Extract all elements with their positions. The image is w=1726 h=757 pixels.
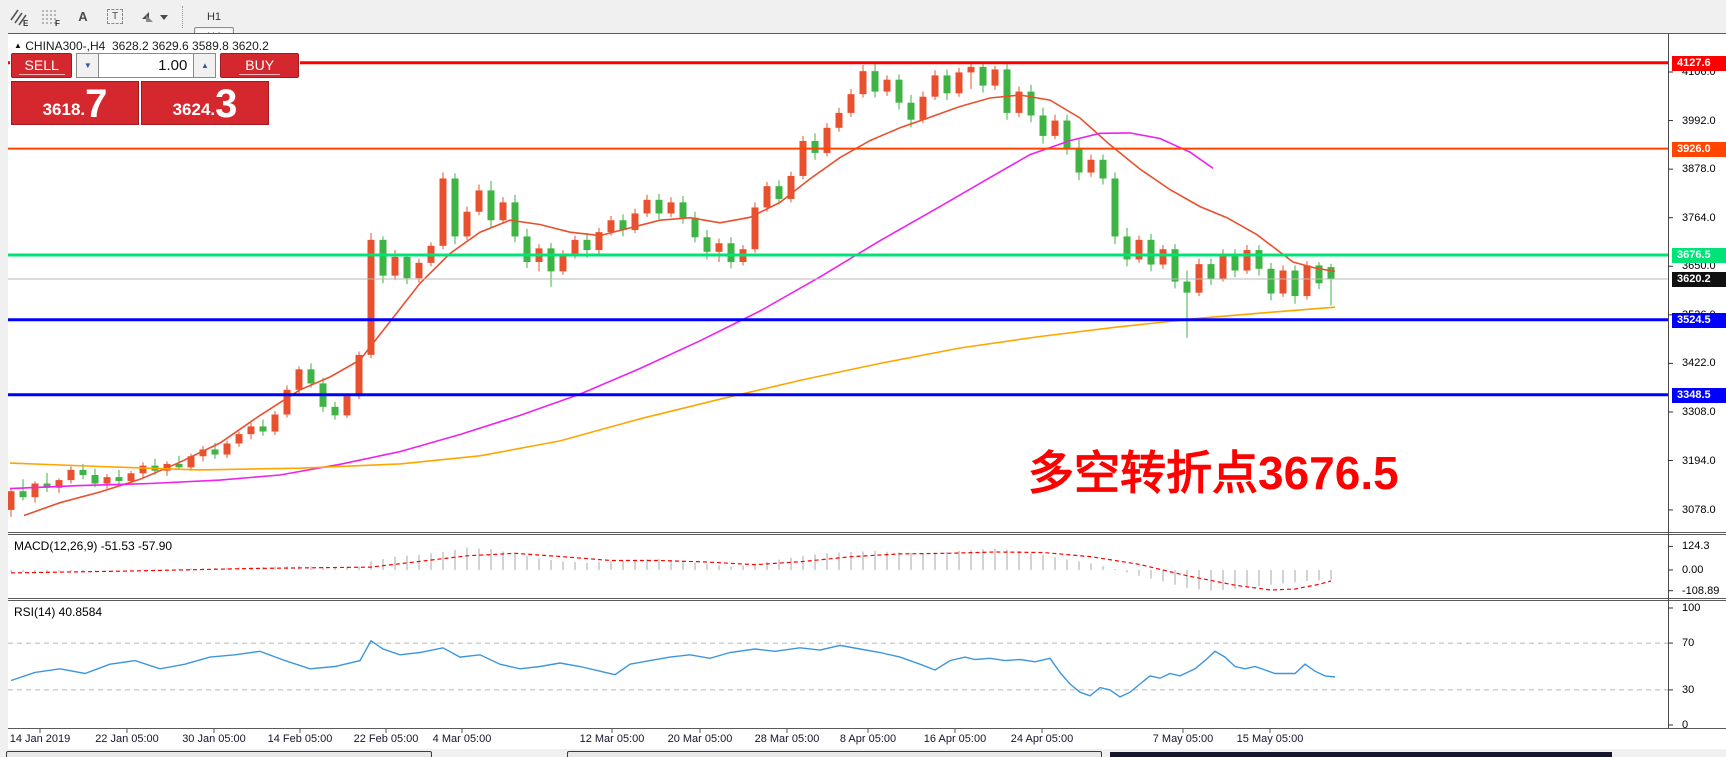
docked-window-edge[interactable] — [567, 751, 1102, 757]
price-level-badge: 3348.5 — [1672, 387, 1726, 403]
time-tick-label: 14 Jan 2019 — [9, 733, 71, 745]
time-tick-label: 14 Feb 05:00 — [267, 733, 333, 745]
textbox-t-icon[interactable]: T — [102, 5, 128, 29]
symbol-ohlc-header: ▲ CHINA300-,H4 3628.2 3629.6 3589.8 3620… — [14, 39, 269, 53]
price-level-badge: 3620.2 — [1672, 271, 1726, 287]
ohlc-values: 3628.2 3629.6 3589.8 3620.2 — [111, 39, 269, 53]
time-tick-label: 30 Jan 05:00 — [182, 733, 246, 745]
toolbar-separator — [182, 5, 184, 28]
collapse-arrow-icon[interactable]: ▲ — [14, 41, 22, 50]
docked-window-edge[interactable] — [1110, 752, 1612, 757]
price-tick-label: 3308.0 — [1682, 405, 1716, 418]
price-tick-label: 3078.0 — [1682, 503, 1716, 516]
price-level-badge: 3676.5 — [1672, 247, 1726, 263]
volume-increase-button[interactable]: ▲ — [193, 53, 217, 78]
timeframe-button-m30[interactable]: M30 — [194, 0, 234, 7]
time-tick-label: 28 Mar 05:00 — [754, 733, 820, 745]
price-chart-svg[interactable] — [8, 33, 1726, 749]
time-tick-label: 22 Feb 05:00 — [353, 733, 419, 745]
spinner-up-icon: ▲ — [200, 61, 209, 70]
time-tick-label: 7 May 05:00 — [1152, 733, 1214, 745]
chinese-annotation-text: 多空转折点3676.5 — [1028, 447, 1399, 499]
hatch-pattern-e-icon[interactable]: E — [6, 5, 32, 29]
bottom-dock-strip — [0, 749, 1726, 757]
sell-button[interactable]: SELL — [11, 53, 73, 78]
buy-button[interactable]: BUY — [220, 53, 299, 78]
chart-toolbar: E F A T M1M5M15M30H1H4D1W1MN — [0, 0, 1726, 103]
sell-price-display[interactable]: 3618. 7 — [11, 81, 139, 125]
volume-input[interactable] — [99, 53, 194, 78]
spinner-down-icon: ▼ — [83, 61, 92, 70]
timeframe-button-h1[interactable]: H1 — [206, 10, 222, 23]
svg-text:E: E — [23, 19, 29, 27]
chart-canvas[interactable]: ▲ CHINA300-,H4 3628.2 3629.6 3589.8 3620… — [8, 33, 1726, 749]
buy-price-display[interactable]: 3624. 3 — [141, 81, 269, 125]
time-tick-label: 24 Apr 05:00 — [1010, 733, 1074, 745]
rsi-indicator-label: RSI(14) 40.8584 — [14, 605, 103, 619]
price-level-badge: 3926.0 — [1672, 141, 1726, 157]
macd-indicator-label: MACD(12,26,9) -51.53 -57.90 — [14, 539, 173, 553]
time-tick-label: 12 Mar 05:00 — [579, 733, 645, 745]
price-tick-label: 3650.0 — [1682, 260, 1716, 273]
time-tick-label: 20 Mar 05:00 — [667, 733, 733, 745]
macd-tick-label: 124.3 — [1682, 540, 1710, 553]
time-tick-label: 4 Mar 05:00 — [432, 733, 492, 745]
price-level-badge: 3524.5 — [1672, 312, 1726, 328]
rsi-tick-label: 70 — [1682, 637, 1695, 650]
symbol-label: CHINA300-,H4 — [25, 39, 106, 53]
price-tick-label: 3992.0 — [1682, 114, 1716, 127]
arrows-style-dropdown-icon[interactable] — [134, 5, 172, 29]
rsi-tick-label: 100 — [1682, 602, 1701, 614]
rsi-tick-label: 30 — [1682, 683, 1695, 696]
rsi-tick-label: 0 — [1682, 719, 1689, 731]
time-tick-label: 16 Apr 05:00 — [923, 733, 987, 745]
macd-tick-label: -108.89 — [1682, 584, 1720, 597]
one-click-trade-panel: SELL ▼ ▲ BUY 3618.7 3624.3 — [10, 52, 300, 126]
grid-f-icon[interactable]: F — [38, 5, 64, 29]
time-tick-label: 15 May 05:00 — [1236, 733, 1304, 745]
price-tick-label: 3422.0 — [1682, 357, 1716, 370]
svg-text:F: F — [55, 19, 60, 27]
price-tick-label: 3878.0 — [1682, 163, 1716, 176]
price-tick-label: 3764.0 — [1682, 211, 1716, 224]
volume-decrease-button[interactable]: ▼ — [76, 53, 100, 78]
time-tick-label: 8 Apr 05:00 — [839, 733, 897, 745]
docked-window-edge[interactable] — [6, 751, 432, 757]
time-tick-label: 22 Jan 05:00 — [95, 733, 159, 745]
price-tick-label: 3194.0 — [1682, 454, 1716, 467]
price-level-badge: 4127.6 — [1672, 55, 1726, 71]
text-a-icon[interactable]: A — [78, 9, 88, 24]
macd-tick-label: 0.00 — [1682, 564, 1704, 576]
